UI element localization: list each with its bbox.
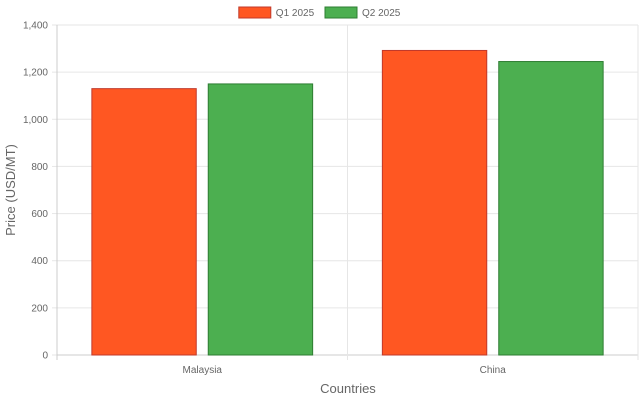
y-tick-label: 1,000	[23, 115, 48, 126]
y-tick-label: 800	[31, 162, 48, 173]
legend-swatch-1[interactable]	[238, 6, 272, 19]
x-axis-title: Countries	[320, 381, 376, 396]
y-tick-label: 1,200	[23, 68, 48, 79]
legend: Q1 2025 Q2 2025	[238, 6, 401, 19]
y-axis-ticks: 0 200 400 600 800 1,000 1,200 1,400	[23, 21, 48, 362]
legend-label-1[interactable]: Q1 2025	[276, 8, 315, 19]
legend-label-2[interactable]: Q2 2025	[362, 8, 401, 19]
x-tick-label: Malaysia	[183, 365, 223, 376]
y-axis-title: Price (USD/MT)	[3, 144, 18, 236]
y-tick-label: 1,400	[23, 21, 48, 32]
x-tick-label: China	[480, 365, 507, 376]
bar-malaysia-2[interactable]	[207, 83, 314, 356]
y-tick-label: 400	[31, 256, 48, 267]
bar-malaysia-1[interactable]	[91, 88, 197, 356]
bars	[91, 49, 604, 356]
bar-china-1[interactable]	[381, 49, 488, 356]
y-tick-label: 600	[31, 209, 48, 220]
bar-china-2[interactable]	[498, 61, 604, 356]
legend-swatch-2[interactable]	[324, 6, 358, 19]
y-tick-label: 200	[31, 303, 48, 314]
x-axis-ticks: Malaysia China	[183, 365, 507, 376]
y-tick-label: 0	[42, 351, 48, 362]
